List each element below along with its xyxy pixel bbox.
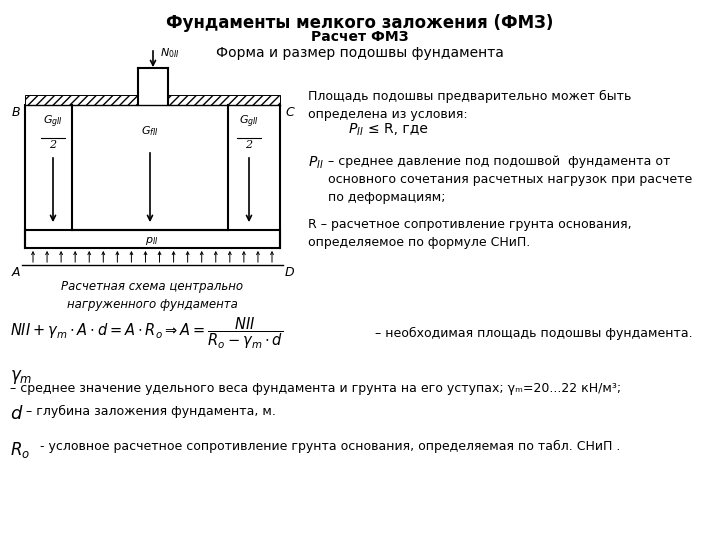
Text: B: B: [12, 106, 20, 119]
Text: $G_{gII}$: $G_{gII}$: [239, 113, 259, 130]
Text: Расчетная схема центрально
нагруженного фундамента: Расчетная схема центрально нагруженного …: [61, 280, 243, 311]
Text: Расчет ФМЗ: Расчет ФМЗ: [311, 30, 409, 44]
Text: D: D: [285, 266, 294, 279]
Text: $G_{gII}$: $G_{gII}$: [43, 113, 63, 130]
Text: Форма и размер подошвы фундамента: Форма и размер подошвы фундамента: [216, 46, 504, 60]
Text: – глубина заложения фундамента, м.: – глубина заложения фундамента, м.: [26, 405, 276, 418]
Text: $R_o$: $R_o$: [10, 440, 30, 460]
Text: $G_{fII}$: $G_{fII}$: [141, 124, 159, 138]
Text: $\gamma_m$: $\gamma_m$: [10, 368, 32, 386]
Bar: [25, 230, 280, 248]
Text: – необходимая площадь подошвы фундамента.: – необходимая площадь подошвы фундамента…: [375, 327, 693, 340]
Text: A: A: [12, 266, 20, 279]
Text: Фундаменты мелкого заложения (ФМЗ): Фундаменты мелкого заложения (ФМЗ): [166, 14, 554, 32]
Text: $d$: $d$: [10, 405, 24, 423]
Text: – среднее давление под подошвой  фундамента от
основного сочетания расчетных наг: – среднее давление под подошвой фундамен…: [328, 155, 692, 204]
Text: 2: 2: [246, 140, 253, 150]
Text: $P_{II}$: $P_{II}$: [308, 155, 324, 171]
Polygon shape: [168, 95, 280, 105]
Text: Площадь подошвы предварительно может быть
определена из условия:: Площадь подошвы предварительно может быт…: [308, 90, 631, 121]
Text: R – расчетное сопротивление грунта основания,
определяемое по формуле СНиП.: R – расчетное сопротивление грунта основ…: [308, 218, 631, 249]
Text: C: C: [285, 106, 294, 119]
Text: $N_{0II}$: $N_{0II}$: [160, 46, 180, 60]
Text: $p_{II}$: $p_{II}$: [145, 235, 158, 247]
Text: $P_{II}$: $P_{II}$: [348, 122, 364, 138]
Text: – среднее значение удельного веса фундамента и грунта на его уступах; γₘ=20...22: – среднее значение удельного веса фундам…: [10, 382, 621, 395]
Text: ≤ R, где: ≤ R, где: [368, 122, 428, 136]
Text: $\mathit{NII + \gamma_m \cdot A \cdot d = A \cdot R_o \Rightarrow A = \dfrac{NII: $\mathit{NII + \gamma_m \cdot A \cdot d …: [10, 315, 283, 351]
Text: 2: 2: [50, 140, 57, 150]
Polygon shape: [25, 95, 138, 105]
Text: - условное расчетное сопротивление грунта основания, определяемая по табл. СНиП : - условное расчетное сопротивление грунт…: [40, 440, 621, 453]
